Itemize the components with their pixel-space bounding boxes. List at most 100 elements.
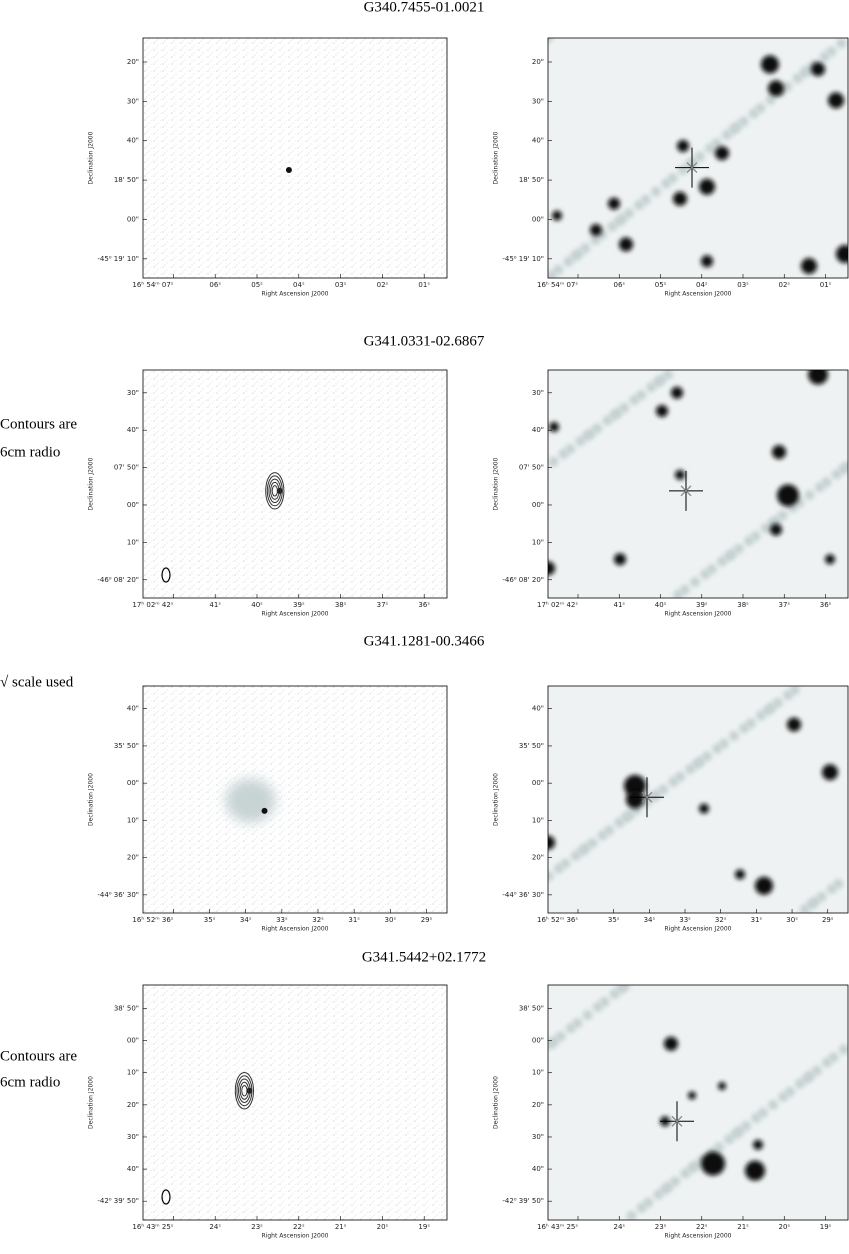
y-tick-label: -45⁰ 19' 10": [502, 255, 544, 263]
y-tick-label: 18' 50": [519, 176, 544, 184]
y-tick-label: -46⁰ 08' 20": [97, 576, 139, 584]
y-tick-label: 00": [532, 779, 544, 787]
star: [745, 1161, 765, 1181]
x-tick-label: 16ʰ 43ᵐ 25ˢ: [132, 1223, 173, 1231]
star: [772, 445, 786, 459]
faint-source: [566, 1023, 576, 1033]
x-tick-label: 01ˢ: [820, 281, 832, 289]
faint-source: [563, 257, 573, 267]
image-bg: [143, 985, 447, 1220]
y-axis-label: Declination J2000: [88, 773, 95, 826]
image-bg: [143, 370, 447, 598]
x-tick-label: 30ˢ: [385, 916, 397, 924]
panel-image: [541, 365, 849, 600]
point-source: [286, 167, 292, 173]
x-tick-label: 29ˢ: [421, 916, 433, 924]
y-axis-label: Declination J2000: [493, 131, 500, 184]
faint-source: [625, 810, 635, 820]
faint-source: [637, 1203, 647, 1213]
faint-source: [732, 122, 742, 132]
faint-source: [729, 731, 739, 741]
faint-source: [768, 1100, 778, 1110]
y-tick-label: 10": [127, 1069, 139, 1077]
x-tick-label: 41ˢ: [209, 601, 221, 609]
faint-source: [626, 1211, 636, 1221]
faint-source: [614, 818, 624, 828]
x-tick-label: 04ˢ: [293, 281, 305, 289]
x-axis-label: Right Ascension J2000: [262, 611, 329, 618]
y-tick-label: 00": [127, 501, 139, 509]
faint-source: [712, 744, 722, 754]
y-tick-label: 40": [532, 705, 544, 713]
y-tick-label: -42⁰ 39' 50": [97, 1197, 139, 1205]
y-axis-label: Declination J2000: [88, 457, 95, 510]
panel-note: √ scale used: [0, 674, 74, 690]
faint-source: [766, 703, 776, 713]
image-bg: [143, 38, 447, 278]
faint-source: [778, 1092, 788, 1102]
y-tick-label: 40": [532, 137, 544, 145]
faint-source: [590, 235, 600, 245]
y-tick-label: 40": [127, 705, 139, 713]
y-tick-label: 10": [127, 538, 139, 546]
faint-source: [581, 843, 591, 853]
x-tick-label: 37ˢ: [778, 601, 790, 609]
faint-source: [646, 382, 656, 392]
panel-image: [143, 370, 447, 598]
x-tick-label: 20ˢ: [377, 1223, 389, 1231]
x-tick-label: 05ˢ: [655, 281, 667, 289]
x-tick-label: 24ˢ: [209, 1223, 221, 1231]
star: [755, 877, 773, 895]
x-tick-label: 35ˢ: [204, 916, 216, 924]
faint-source: [749, 108, 759, 118]
faint-source: [583, 1010, 593, 1020]
star: [699, 179, 715, 195]
star: [677, 140, 689, 152]
panel-title: G341.0331-02.6867: [364, 333, 485, 349]
image-bg: [548, 985, 848, 1220]
star: [656, 405, 668, 417]
y-tick-label: 00": [127, 779, 139, 787]
faint-source: [656, 375, 666, 385]
star: [770, 524, 782, 536]
y-tick-label: 07' 50": [519, 464, 544, 472]
star: [808, 365, 828, 385]
faint-source: [756, 711, 766, 721]
x-tick-label: 29ˢ: [822, 916, 834, 924]
x-tick-label: 17ʰ 02ᵐ 42ˢ: [132, 601, 173, 609]
x-tick-label: 35ˢ: [608, 916, 620, 924]
y-tick-label: 00": [532, 215, 544, 223]
y-tick-label: 40": [532, 426, 544, 434]
faint-source: [629, 395, 639, 405]
y-tick-label: 20": [532, 58, 544, 66]
panel-image: [541, 685, 848, 914]
panel-note: 6cm radio: [0, 444, 60, 460]
x-tick-label: 19ˢ: [418, 1223, 430, 1231]
star: [761, 55, 779, 73]
x-tick-label: 34ˢ: [240, 916, 252, 924]
y-tick-label: -45⁰ 19' 10": [97, 255, 139, 263]
y-tick-label: 10": [532, 816, 544, 824]
y-axis-label: Declination J2000: [493, 773, 500, 826]
x-tick-label: 33ˢ: [276, 916, 288, 924]
faint-source: [717, 557, 727, 567]
panel-image: [543, 33, 849, 280]
star: [671, 387, 683, 399]
x-tick-label: 32ˢ: [312, 916, 324, 924]
y-tick-label: 20": [532, 1101, 544, 1109]
x-tick-label: 23ˢ: [251, 1223, 263, 1231]
diffuse-emission: [226, 779, 276, 823]
faint-source: [722, 130, 732, 140]
star: [768, 80, 784, 96]
x-tick-label: 24ˢ: [613, 1223, 625, 1231]
star: [828, 92, 844, 108]
star: [608, 198, 620, 210]
panel-title: G341.1281-00.3466: [364, 633, 485, 649]
image-bg: [143, 686, 447, 913]
y-axis-label: Declination J2000: [88, 131, 95, 184]
